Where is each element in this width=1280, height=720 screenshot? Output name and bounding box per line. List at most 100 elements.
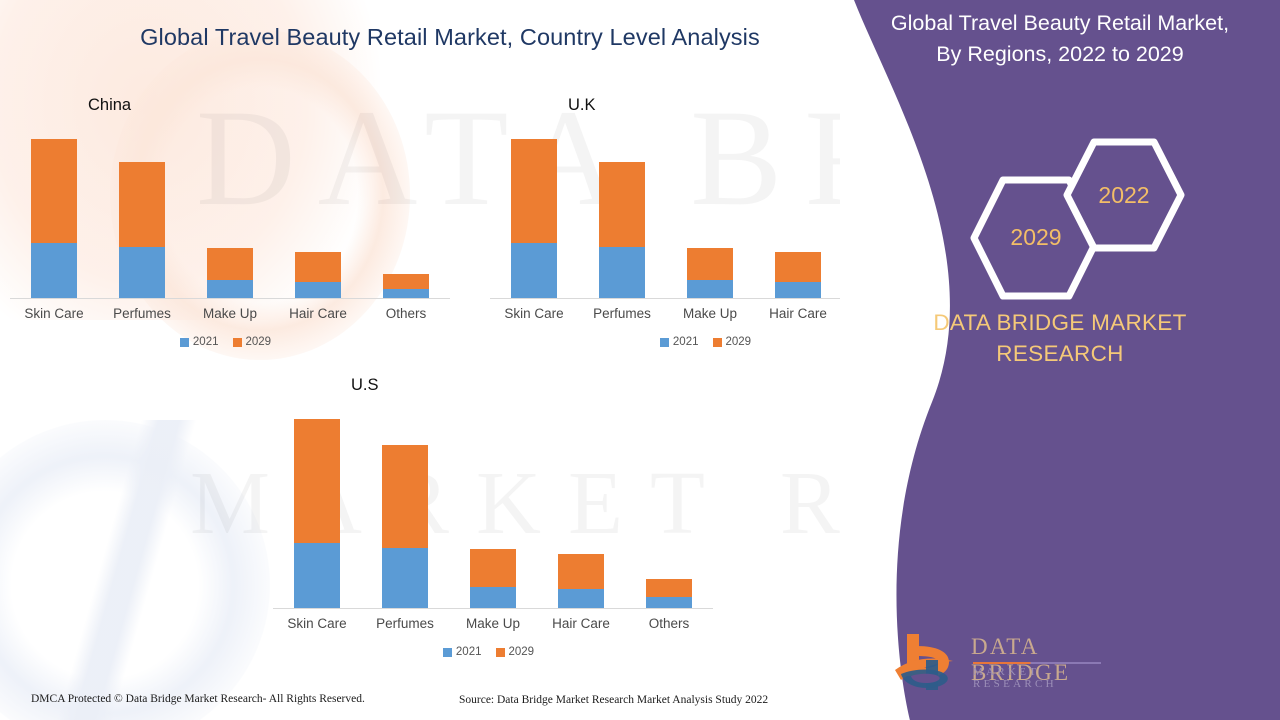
- legend-swatch-icon: [179, 337, 189, 347]
- brand-line-2: RESEARCH: [996, 340, 1124, 366]
- bar-segment-2029: [558, 554, 604, 589]
- legend-item-2029[interactable]: 2029: [495, 646, 535, 658]
- x-axis-uk: [490, 298, 930, 299]
- bar-us-others[interactable]: [646, 579, 692, 608]
- legend-label: 2021: [455, 646, 482, 658]
- legend-china: 2021 2029: [10, 336, 450, 348]
- legend-swatch-icon: [495, 647, 505, 657]
- legend-item-2021[interactable]: 2021: [179, 336, 219, 348]
- panel-title-line2: By Regions, 2022 to 2029: [936, 41, 1184, 66]
- axis-label: Make Up: [682, 306, 738, 321]
- panel-title-line1: Global Travel Beauty Retail Market,: [890, 11, 1230, 35]
- legend-label: 2021: [192, 336, 219, 348]
- bar-segment-2029: [119, 162, 165, 247]
- bar-segment-2021: [119, 247, 165, 298]
- bar-segment-2029: [775, 252, 821, 282]
- plot-area-china: [10, 128, 450, 299]
- bar-china-make-up[interactable]: [207, 248, 253, 298]
- x-axis-china: [10, 298, 450, 299]
- bar-segment-2021: [558, 589, 604, 608]
- bar-china-hair-care[interactable]: [295, 252, 341, 298]
- bar-segment-2021: [511, 243, 557, 298]
- bar-us-hair-care[interactable]: [558, 554, 604, 608]
- axis-label: Hair Care: [769, 306, 827, 321]
- legend-label: 2029: [508, 646, 535, 658]
- hexagon-2022: [1063, 138, 1185, 252]
- bar-segment-2021: [31, 243, 77, 298]
- chart-title-uk: U.K: [568, 96, 596, 114]
- plot-area-us: [273, 408, 713, 609]
- bar-segment-2029: [687, 248, 733, 280]
- hexagon-2022-label: 2022: [1098, 182, 1150, 208]
- hexagon-2029: [970, 176, 1102, 300]
- x-axis-labels-us: Skin Care Perfumes Make Up Hair Care Others: [273, 616, 713, 631]
- bar-segment-2021: [470, 587, 516, 608]
- bar-uk-make-up[interactable]: [687, 248, 733, 298]
- bar-segment-2021: [646, 597, 692, 608]
- axis-label: Hair Care: [552, 616, 610, 631]
- bar-segment-2021: [294, 543, 340, 608]
- chart-title-china: China: [88, 96, 132, 114]
- bar-china-skin-care[interactable]: [31, 139, 77, 298]
- x-axis-us: [273, 608, 713, 609]
- hexagon-group: 2029 2022: [970, 138, 1270, 300]
- legend-label: 2029: [245, 336, 272, 348]
- axis-label: Others: [648, 616, 690, 631]
- bar-segment-2029: [470, 549, 516, 587]
- company-logo: DATA BRIDGE MARKET RESEARCH: [893, 628, 1108, 696]
- logo-wordmark-top: DATA BRIDGE: [971, 634, 1071, 685]
- axis-label: Make Up: [465, 616, 521, 631]
- right-panel: Global Travel Beauty Retail Market, By R…: [840, 0, 1280, 720]
- bar-china-others[interactable]: [383, 274, 429, 298]
- bar-china-perfumes[interactable]: [119, 162, 165, 298]
- bar-us-skin-care[interactable]: [294, 419, 340, 608]
- bar-segment-2021: [295, 282, 341, 298]
- bar-segment-2021: [207, 280, 253, 298]
- bar-segment-2021: [599, 247, 645, 298]
- axis-label: Skin Care: [287, 616, 347, 631]
- legend-swatch-icon: [442, 647, 452, 657]
- bar-segment-2021: [687, 280, 733, 298]
- bar-uk-skin-care[interactable]: [511, 139, 557, 298]
- axis-label: Skin Care: [24, 306, 84, 321]
- bar-segment-2029: [382, 445, 428, 548]
- bar-uk-perfumes[interactable]: [599, 162, 645, 298]
- legend-us: 2021 2029: [273, 646, 713, 658]
- axis-label: Skin Care: [504, 306, 564, 321]
- legend-label: 2021: [672, 336, 699, 348]
- legend-uk: 2021 2029: [490, 336, 930, 348]
- blue-stroke-watermark: [44, 420, 196, 720]
- chart-title-us: U.S: [351, 376, 379, 394]
- bar-segment-2021: [382, 548, 428, 608]
- logo-mark-icon: [895, 634, 953, 690]
- bar-segment-2029: [383, 274, 429, 289]
- bar-segment-2021: [383, 289, 429, 298]
- bar-us-perfumes[interactable]: [382, 445, 428, 608]
- logo-wordmark-bottom: MARKET RESEARCH: [973, 666, 1057, 690]
- x-axis-labels-china: Skin Care Perfumes Make Up Hair Care Others: [10, 306, 450, 321]
- bar-segment-2029: [511, 139, 557, 243]
- axis-label: Others: [385, 306, 427, 321]
- footer: DMCA Protected © Data Bridge Market Rese…: [0, 682, 900, 720]
- bar-segment-2021: [775, 282, 821, 298]
- axis-label: Perfumes: [113, 306, 171, 321]
- bar-uk-hair-care[interactable]: [775, 252, 821, 298]
- legend-swatch-icon: [659, 337, 669, 347]
- legend-item-2021[interactable]: 2021: [442, 646, 482, 658]
- brand-name: DATA BRIDGE MARKET RESEARCH: [840, 308, 1280, 369]
- legend-label: 2029: [725, 336, 752, 348]
- bar-segment-2029: [646, 579, 692, 597]
- blue-circle-watermark: [0, 420, 270, 720]
- bar-segment-2029: [207, 248, 253, 280]
- brand-line-1: DATA BRIDGE MARKET: [933, 310, 1187, 335]
- bar-segment-2029: [295, 252, 341, 282]
- legend-item-2021[interactable]: 2021: [659, 336, 699, 348]
- axis-label: Hair Care: [289, 306, 347, 321]
- bar-us-make-up[interactable]: [470, 549, 516, 608]
- logo-divider: [973, 662, 1101, 664]
- axis-label: Perfumes: [593, 306, 651, 321]
- legend-item-2029[interactable]: 2029: [712, 336, 752, 348]
- page-title: Global Travel Beauty Retail Market, Coun…: [140, 24, 760, 50]
- legend-item-2029[interactable]: 2029: [232, 336, 272, 348]
